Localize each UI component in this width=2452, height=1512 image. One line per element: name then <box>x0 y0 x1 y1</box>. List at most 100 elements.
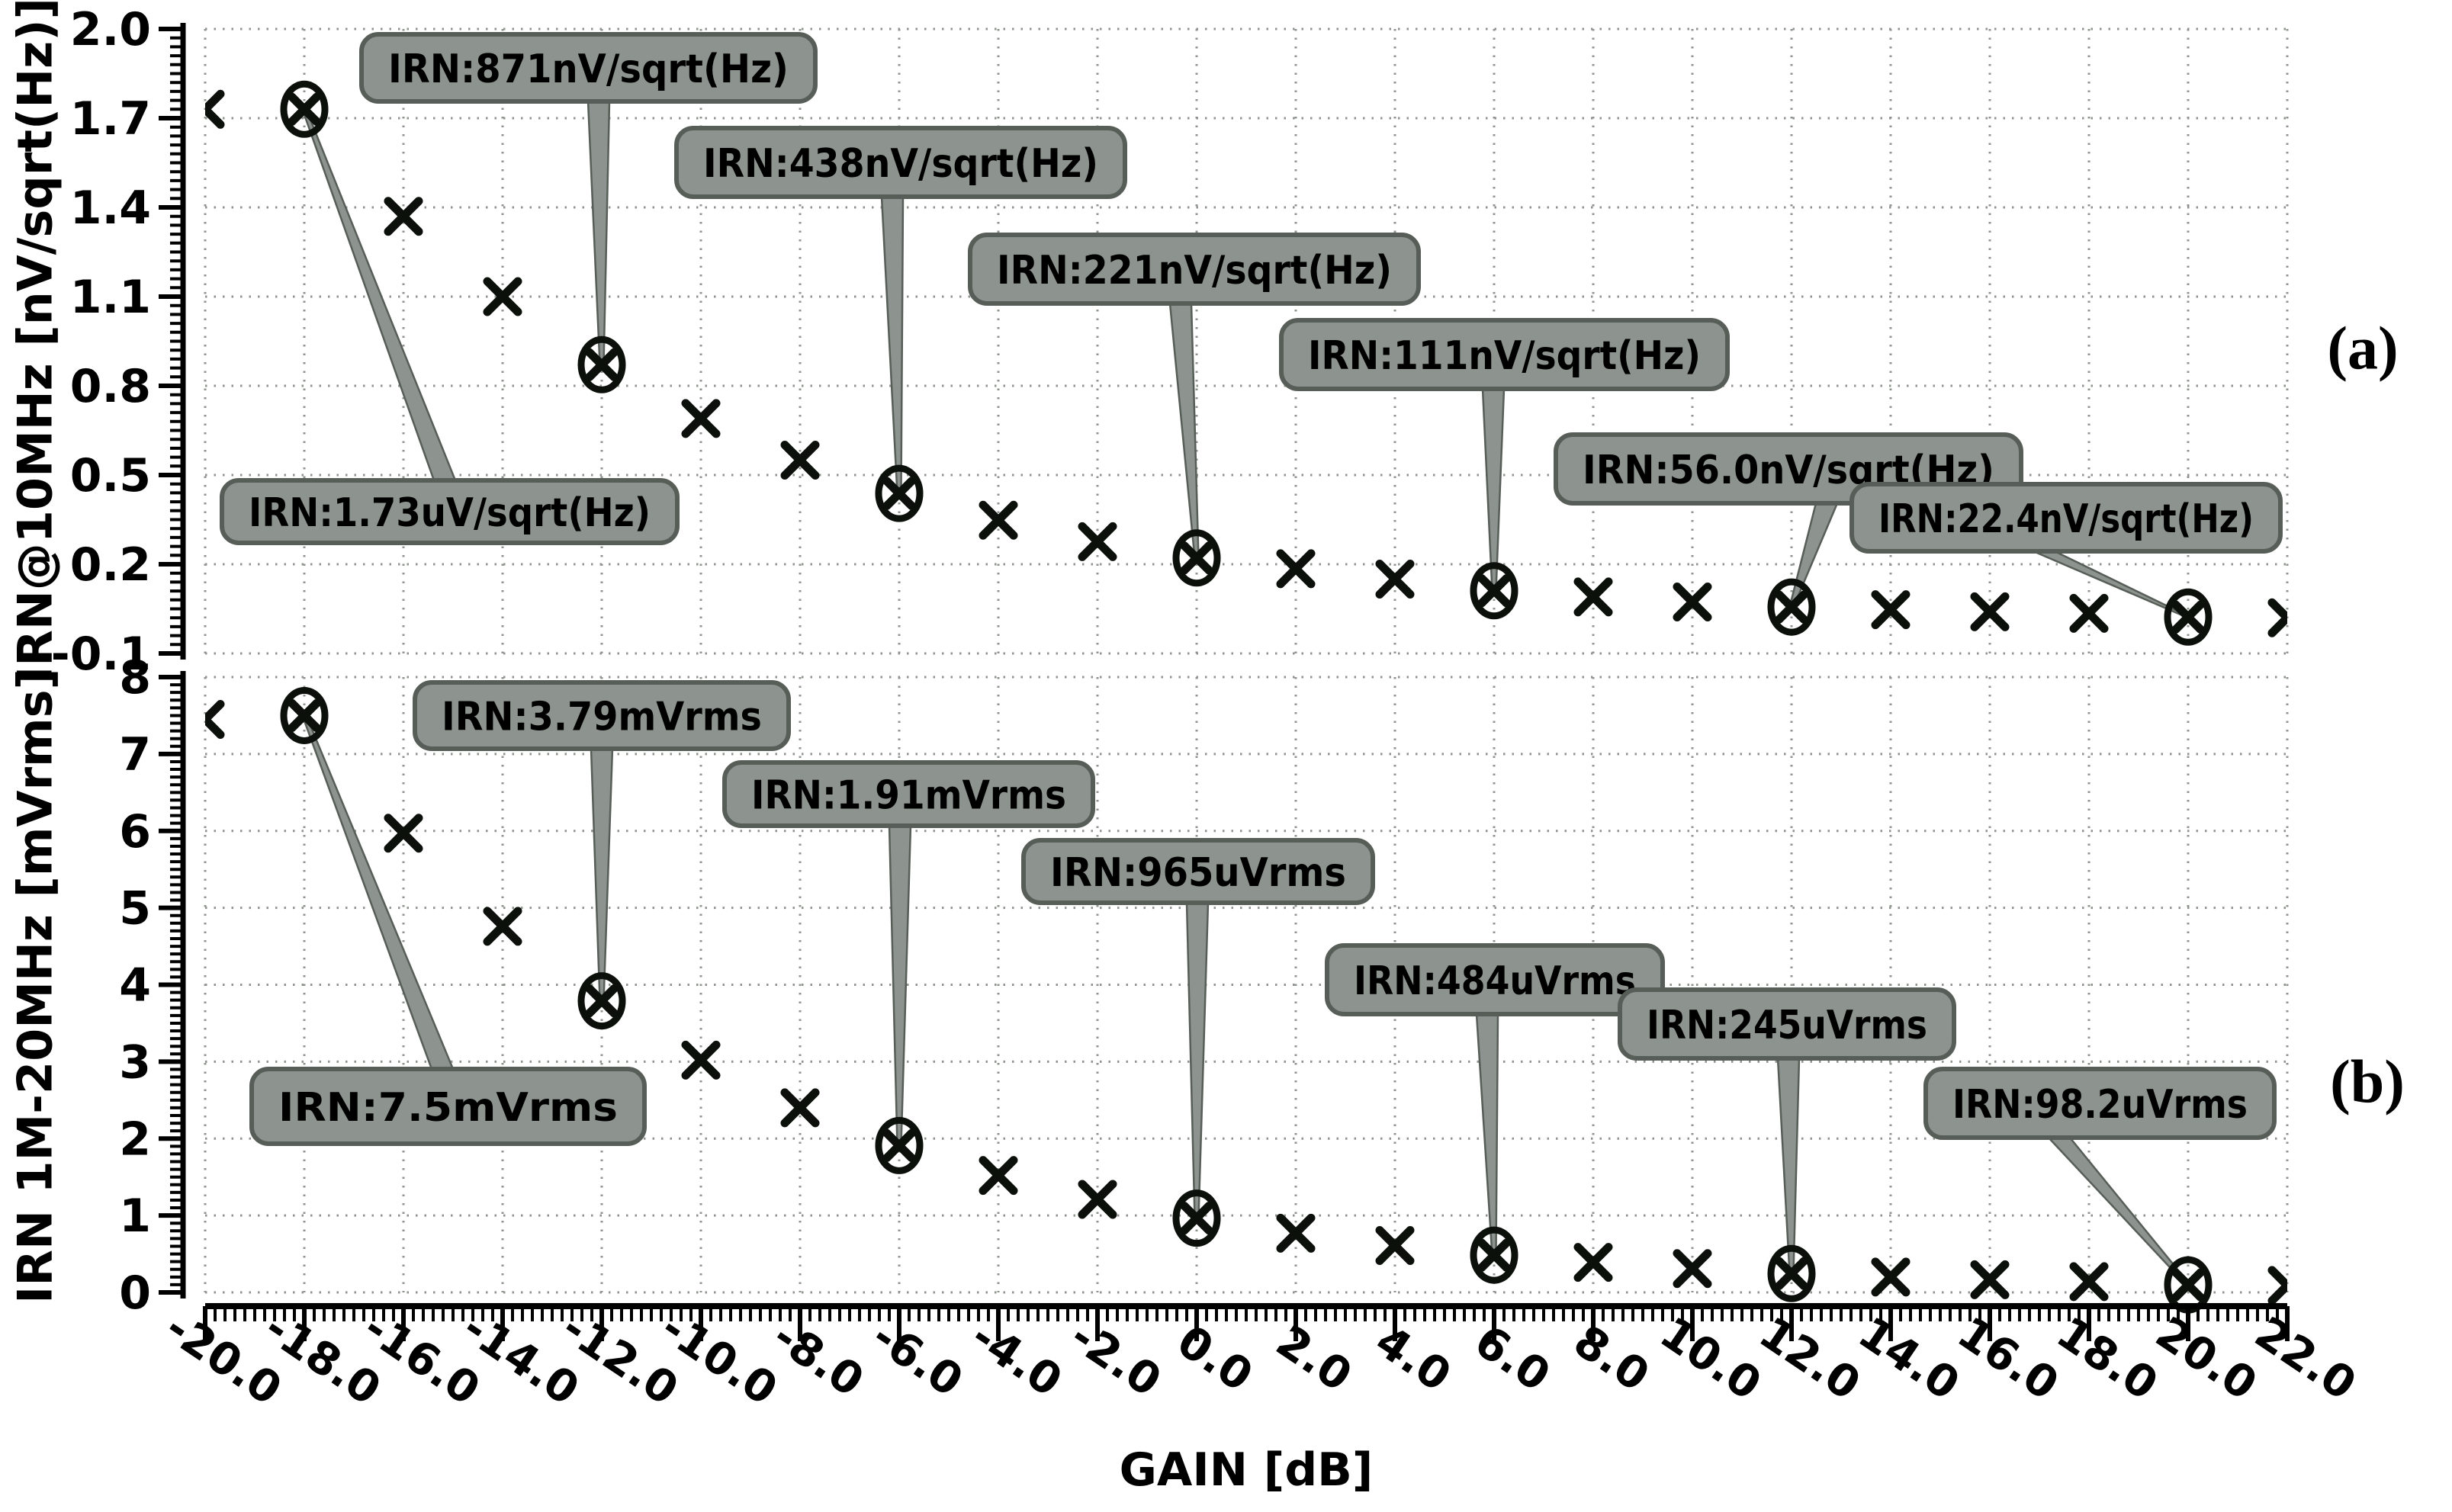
highlight-circle-icon <box>1172 1189 1221 1247</box>
y-axis-tick-label: 4 <box>119 959 151 1013</box>
x-axis-tick-label: 2.0 <box>1268 1315 1361 1402</box>
x-marker-icon <box>979 1156 1018 1196</box>
x-marker-icon <box>979 500 1018 540</box>
callout-leader <box>1481 387 1506 592</box>
data-point-marker-highlighted <box>1767 1244 1816 1302</box>
x-axis-tick-label: 4.0 <box>1367 1315 1461 1402</box>
callout-label: IRN:1.91mVrms <box>751 773 1066 819</box>
x-marker-icon <box>1573 1243 1613 1282</box>
x-marker-icon <box>483 907 522 946</box>
data-point-marker <box>384 197 423 236</box>
highlight-circle-icon <box>2164 588 2213 646</box>
callout-leader <box>1776 1057 1801 1275</box>
callout-label: IRN:22.4nV/sqrt(Hz) <box>1878 496 2254 542</box>
data-point-marker <box>1078 1180 1117 1219</box>
data-point-marker-highlighted <box>280 686 329 744</box>
data-point-marker <box>1078 522 1117 561</box>
callout-box <box>968 233 1421 306</box>
highlight-circle-icon <box>1172 529 1221 587</box>
callout-box <box>413 680 791 751</box>
x-marker-icon <box>1078 522 1117 561</box>
y-axis-tick-label: 7 <box>119 728 151 782</box>
x-marker-icon <box>2171 600 2205 634</box>
data-point-marker <box>2069 593 2109 633</box>
x-marker-icon <box>1276 1213 1316 1253</box>
x-marker-icon <box>2069 1262 2109 1302</box>
y-axis-tick-label: 8 <box>119 651 151 705</box>
x-marker-icon <box>882 1128 916 1162</box>
callout-box <box>1021 838 1375 905</box>
data-point-marker-highlighted <box>875 1116 924 1174</box>
callout-label: IRN:3.79mVrms <box>442 695 762 740</box>
x-marker-icon <box>1775 590 1808 624</box>
data-point-marker <box>1573 577 1613 617</box>
data-point-marker-highlighted <box>1767 578 1816 636</box>
data-point-marker <box>1673 583 1712 622</box>
data-point-marker <box>2069 1262 2109 1302</box>
x-marker-icon <box>1871 1257 1911 1297</box>
x-axis-tick-label: 8.0 <box>1565 1315 1659 1402</box>
callout-label: IRN:245uVrms <box>1647 1003 1927 1048</box>
callout-box <box>1325 943 1665 1016</box>
data-point-marker <box>1375 560 1415 599</box>
callout-leaders <box>300 714 2193 1286</box>
data-point-marker <box>1871 590 1911 630</box>
data-point-marker <box>1375 1225 1415 1265</box>
callout-leader <box>300 108 457 482</box>
data-point-marker <box>483 277 522 316</box>
callout-leader <box>2046 1136 2193 1286</box>
data-point-marker <box>780 441 820 480</box>
data-point-marker <box>780 1088 820 1128</box>
data-points <box>205 686 2287 1314</box>
y-axis-tick-label: 1.4 <box>70 181 151 235</box>
y-axis-tick-label: 1.7 <box>70 92 151 146</box>
x-marker-icon <box>288 698 321 732</box>
y-axis-title-bottom: IRN 1M-20MHz [mVrms] <box>7 668 63 1304</box>
highlight-circle-icon <box>577 972 626 1030</box>
callout-leader <box>300 714 455 1071</box>
y-axis-title-top: IRN@10MHz [nV/sqrt(Hz)] <box>7 0 63 684</box>
callout-leader <box>1475 1013 1499 1257</box>
x-marker-icon <box>882 477 916 510</box>
x-marker-icon <box>384 197 423 236</box>
callout-box <box>1618 987 1956 1061</box>
callout-label: IRN:871nV/sqrt(Hz) <box>388 47 789 92</box>
data-point-marker <box>1276 1213 1316 1253</box>
y-axis-tick-label: 0.8 <box>70 360 151 413</box>
x-marker-icon <box>1276 549 1316 589</box>
data-point-marker-highlighted <box>280 80 329 138</box>
callout-label: IRN:484uVrms <box>1354 958 1636 1004</box>
data-point-marker-highlighted <box>1470 1226 1518 1284</box>
y-axis-ruler <box>159 23 186 660</box>
highlight-circle-icon <box>1470 1226 1518 1284</box>
x-marker-icon <box>2171 1268 2205 1302</box>
x-marker-icon <box>1477 574 1511 608</box>
x-axis-tick-label: -8.0 <box>764 1310 873 1407</box>
x-axis-tick-label: 20.0 <box>2147 1306 2267 1410</box>
callout-label: IRN:221nV/sqrt(Hz) <box>997 248 1392 294</box>
x-axis-tick-label: 14.0 <box>1849 1306 1969 1410</box>
x-marker-icon <box>1673 583 1712 622</box>
callout-leader <box>880 195 905 495</box>
highlight-circle-icon <box>875 464 924 522</box>
callout-label: IRN:438nV/sqrt(Hz) <box>703 141 1098 187</box>
data-points <box>205 80 2287 646</box>
x-marker-icon <box>1375 560 1415 599</box>
x-marker-icon <box>585 984 619 1018</box>
x-marker-icon <box>2267 598 2287 637</box>
data-point-marker <box>1970 592 2010 631</box>
x-marker-icon <box>1871 590 1911 630</box>
plot-panel-b: 8 7 6 5 4 3 2 1 0 IRN:7.5mVrms IRN:3.79mVrms IRN:1.… <box>119 651 2289 1320</box>
x-marker-icon <box>288 92 321 126</box>
y-axis-tick-label: 1 <box>119 1189 151 1243</box>
callout-box <box>1923 1067 2277 1140</box>
data-point-marker <box>483 907 522 946</box>
highlight-circle-icon <box>280 80 329 138</box>
x-axis-tick-label: 10.0 <box>1651 1306 1771 1410</box>
y-axis-tick-label: 0 <box>119 1266 151 1320</box>
x-marker-icon <box>780 1088 820 1128</box>
callout-box <box>249 1067 647 1146</box>
callout-box <box>1849 482 2283 554</box>
